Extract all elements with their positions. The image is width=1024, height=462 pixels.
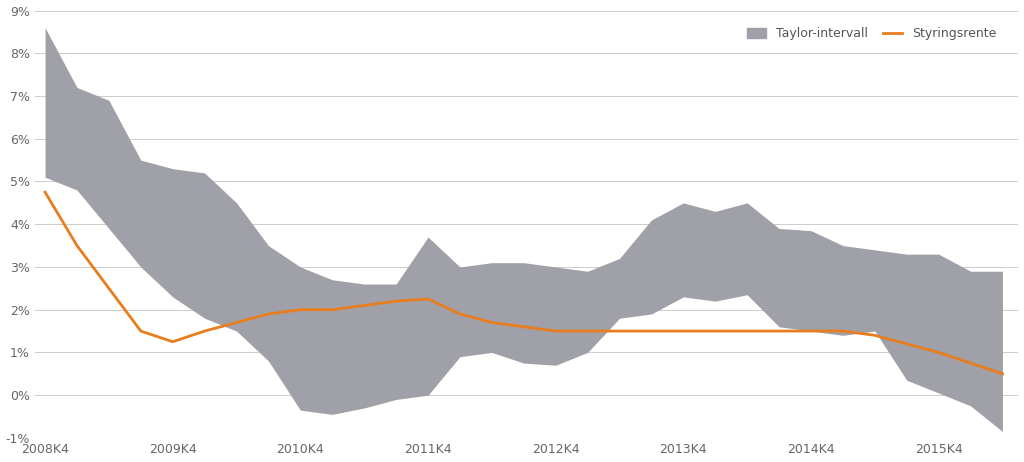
Legend: Taylor-intervall, Styringsrente: Taylor-intervall, Styringsrente bbox=[741, 21, 1002, 47]
